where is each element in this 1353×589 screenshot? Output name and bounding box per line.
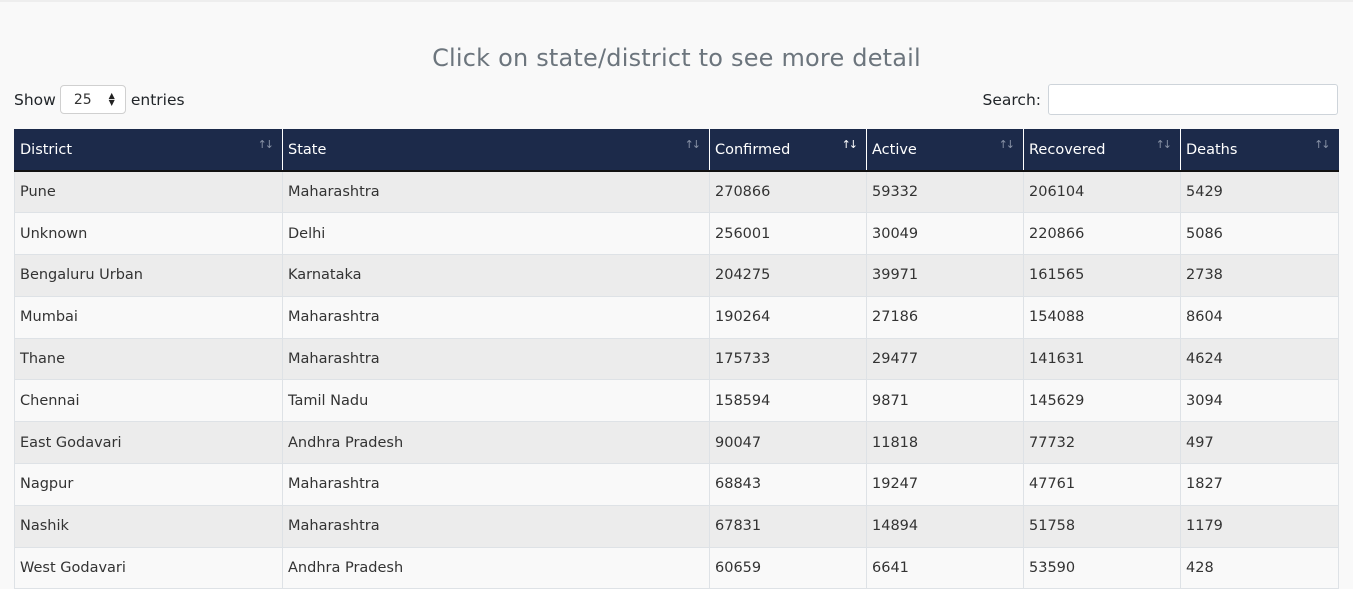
recovered-cell: 206104 bbox=[1023, 171, 1181, 214]
deaths-cell: 4624 bbox=[1180, 338, 1339, 381]
entries-label: entries bbox=[130, 90, 185, 109]
district-cell[interactable]: Unknown bbox=[14, 212, 283, 256]
state-cell[interactable]: Maharashtra bbox=[282, 296, 710, 339]
active-cell: 39971 bbox=[866, 254, 1024, 297]
confirmed-cell: 68843 bbox=[709, 463, 867, 506]
recovered-cell: 53590 bbox=[1023, 547, 1181, 589]
column-header-confirmed[interactable]: Confirmed ↑↓ bbox=[709, 129, 867, 171]
confirmed-cell: 270866 bbox=[709, 171, 867, 214]
district-cell[interactable]: East Godavari bbox=[14, 421, 283, 465]
active-cell: 11818 bbox=[866, 421, 1024, 465]
state-cell[interactable]: Maharashtra bbox=[282, 171, 710, 214]
district-cell[interactable]: Nashik bbox=[14, 505, 283, 548]
table-row[interactable]: East Godavari Andhra Pradesh 90047 11818 777… bbox=[14, 421, 1339, 465]
deaths-cell: 2738 bbox=[1180, 254, 1339, 297]
districts-table: District ↑↓ State ↑↓ Confirmed ↑↓ Active ↑↓ … bbox=[14, 129, 1339, 589]
deaths-cell: 5429 bbox=[1180, 171, 1339, 214]
confirmed-cell: 190264 bbox=[709, 296, 867, 339]
state-cell[interactable]: Maharashtra bbox=[282, 338, 710, 381]
table-row[interactable]: Thane Maharashtra 175733 29477 141631 4624 bbox=[14, 338, 1339, 381]
confirmed-cell: 204275 bbox=[709, 254, 867, 297]
deaths-cell: 8604 bbox=[1180, 296, 1339, 339]
active-cell: 30049 bbox=[866, 212, 1024, 256]
state-cell[interactable]: Maharashtra bbox=[282, 463, 710, 506]
state-cell[interactable]: Maharashtra bbox=[282, 505, 710, 548]
district-cell[interactable]: Bengaluru Urban bbox=[14, 254, 283, 297]
deaths-cell: 497 bbox=[1180, 421, 1339, 465]
deaths-cell: 5086 bbox=[1180, 212, 1339, 256]
district-cell[interactable]: Chennai bbox=[14, 379, 283, 423]
recovered-cell: 47761 bbox=[1023, 463, 1181, 506]
sort-desc-icon: ↑↓ bbox=[841, 138, 859, 151]
confirmed-cell: 256001 bbox=[709, 212, 867, 256]
entries-select[interactable]: 25 ▲ ▼ bbox=[59, 85, 126, 114]
column-header-recovered[interactable]: Recovered ↑↓ bbox=[1023, 129, 1181, 171]
active-cell: 14894 bbox=[866, 505, 1024, 548]
confirmed-cell: 90047 bbox=[709, 421, 867, 465]
deaths-cell: 1827 bbox=[1180, 463, 1339, 506]
recovered-cell: 154088 bbox=[1023, 296, 1181, 339]
district-cell[interactable]: Thane bbox=[14, 338, 283, 381]
sort-icon: ↑↓ bbox=[1314, 138, 1331, 151]
entries-select-value: 25 bbox=[73, 91, 92, 108]
recovered-cell: 145629 bbox=[1023, 379, 1181, 423]
column-header-state[interactable]: State ↑↓ bbox=[282, 129, 710, 171]
search-label: Search: bbox=[982, 90, 1041, 109]
state-cell[interactable]: Karnataka bbox=[282, 254, 710, 297]
deaths-cell: 3094 bbox=[1180, 379, 1339, 423]
show-label: Show bbox=[14, 90, 56, 109]
state-cell[interactable]: Delhi bbox=[282, 212, 710, 256]
table-row[interactable]: Bengaluru Urban Karnataka 204275 39971 16156… bbox=[14, 254, 1339, 297]
district-cell[interactable]: Mumbai bbox=[14, 296, 283, 339]
sort-icon: ↑↓ bbox=[1155, 138, 1173, 151]
table-row[interactable]: Unknown Delhi 256001 30049 220866 5086 bbox=[14, 212, 1339, 256]
active-cell: 19247 bbox=[866, 463, 1024, 506]
deaths-cell: 1179 bbox=[1180, 505, 1339, 548]
recovered-cell: 161565 bbox=[1023, 254, 1181, 297]
search-control: Search: bbox=[983, 84, 1338, 115]
column-header-deaths[interactable]: Deaths ↑↓ bbox=[1180, 129, 1339, 171]
column-header-district[interactable]: District ↑↓ bbox=[14, 129, 283, 171]
table-row[interactable]: Pune Maharashtra 270866 59332 206104 5429 bbox=[14, 171, 1339, 214]
state-cell[interactable]: Tamil Nadu bbox=[282, 379, 710, 423]
recovered-cell: 77732 bbox=[1023, 421, 1181, 465]
district-cell[interactable]: West Godavari bbox=[14, 547, 283, 589]
top-divider bbox=[0, 0, 1353, 2]
active-cell: 9871 bbox=[866, 379, 1024, 423]
recovered-cell: 220866 bbox=[1023, 212, 1181, 256]
confirmed-cell: 60659 bbox=[709, 547, 867, 589]
confirmed-cell: 175733 bbox=[709, 338, 867, 381]
table-row[interactable]: Nagpur Maharashtra 68843 19247 47761 1827 bbox=[14, 463, 1339, 506]
page-title: Click on state/district to see more deta… bbox=[432, 44, 921, 72]
recovered-cell: 141631 bbox=[1023, 338, 1181, 381]
search-input[interactable] bbox=[1048, 84, 1338, 115]
district-cell[interactable]: Pune bbox=[14, 171, 283, 214]
table-row[interactable]: Mumbai Maharashtra 190264 27186 154088 8604 bbox=[14, 296, 1339, 339]
sort-icon: ↑↓ bbox=[998, 138, 1016, 151]
table-row[interactable]: Chennai Tamil Nadu 158594 9871 145629 3094 bbox=[14, 379, 1339, 423]
entries-length-control: Show 25 ▲ ▼ entries bbox=[14, 84, 185, 115]
deaths-cell: 428 bbox=[1180, 547, 1339, 589]
district-cell[interactable]: Nagpur bbox=[14, 463, 283, 506]
table-row[interactable]: Nashik Maharashtra 67831 14894 51758 1179 bbox=[14, 505, 1339, 548]
select-arrows-icon: ▲ ▼ bbox=[108, 91, 115, 107]
sort-icon: ↑↓ bbox=[684, 138, 702, 151]
column-header-active[interactable]: Active ↑↓ bbox=[866, 129, 1024, 171]
state-cell[interactable]: Andhra Pradesh bbox=[282, 547, 710, 589]
table-row[interactable]: West Godavari Andhra Pradesh 60659 6641 5359… bbox=[14, 547, 1339, 589]
confirmed-cell: 67831 bbox=[709, 505, 867, 548]
table-header-row: District ↑↓ State ↑↓ Confirmed ↑↓ Active ↑↓ … bbox=[14, 129, 1339, 171]
active-cell: 27186 bbox=[866, 296, 1024, 339]
state-cell[interactable]: Andhra Pradesh bbox=[282, 421, 710, 465]
confirmed-cell: 158594 bbox=[709, 379, 867, 423]
active-cell: 6641 bbox=[866, 547, 1024, 589]
active-cell: 29477 bbox=[866, 338, 1024, 381]
active-cell: 59332 bbox=[866, 171, 1024, 214]
recovered-cell: 51758 bbox=[1023, 505, 1181, 548]
sort-icon: ↑↓ bbox=[257, 138, 275, 151]
